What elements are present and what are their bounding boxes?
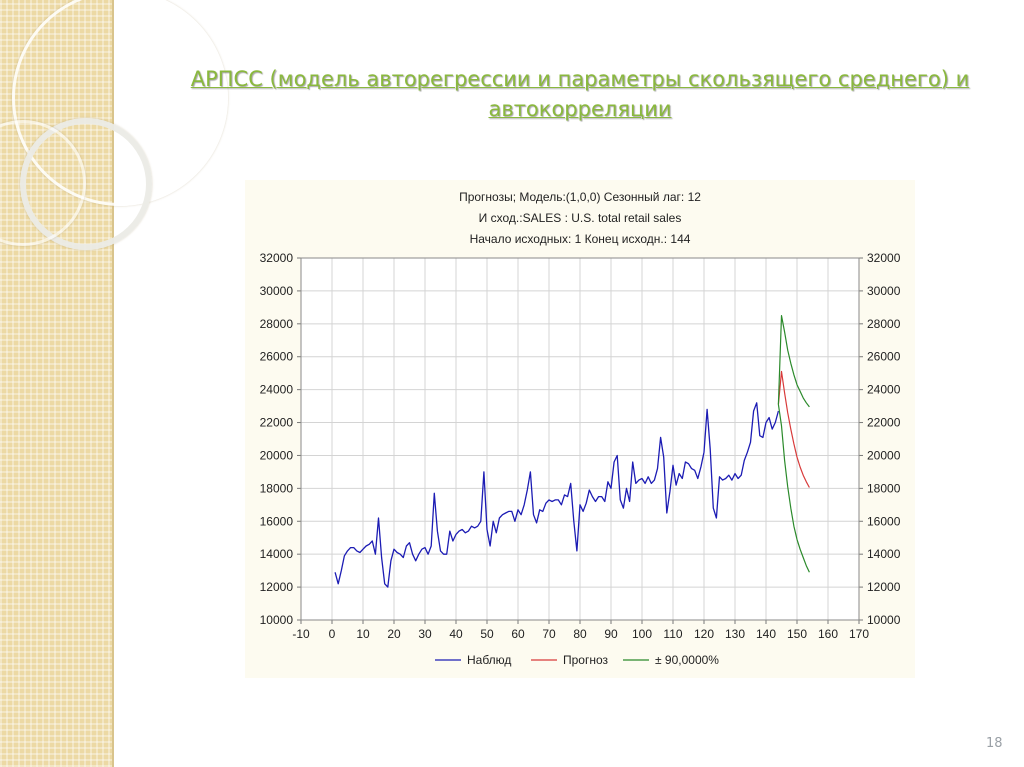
y-tick-label-right: 10000 <box>867 613 901 627</box>
y-tick-label-right: 24000 <box>867 383 901 397</box>
x-tick-label: 70 <box>542 627 556 641</box>
y-tick-label-left: 10000 <box>260 613 294 627</box>
chart-title-line: Начало исходных: 1 Конец исходн.: 144 <box>470 232 691 246</box>
slide-title-line2: автокорреляции <box>488 97 672 121</box>
x-tick-label: 110 <box>663 627 682 641</box>
page-number: 18 <box>986 736 1003 751</box>
chart-panel: Прогнозы; Модель:(1,0,0) Сезонный лаг: 1… <box>245 180 915 678</box>
x-tick-label: 120 <box>694 627 714 641</box>
x-tick-label: 140 <box>756 627 776 641</box>
y-tick-label-right: 26000 <box>867 350 901 364</box>
x-tick-label: 20 <box>387 627 401 641</box>
y-tick-label-right: 12000 <box>867 580 901 594</box>
y-tick-label-right: 18000 <box>867 481 901 495</box>
forecast-chart: Прогнозы; Модель:(1,0,0) Сезонный лаг: 1… <box>260 190 901 667</box>
y-tick-label-left: 26000 <box>260 350 294 364</box>
y-tick-label-left: 12000 <box>260 580 294 594</box>
plot-border <box>300 257 860 621</box>
slide-title-line1: АРПСС (модель авторегрессии и параметры … <box>190 67 970 91</box>
series-line-lower-bound <box>777 404 810 573</box>
x-tick-label: 40 <box>449 627 463 641</box>
y-tick-label-right: 14000 <box>867 547 901 561</box>
y-tick-label-left: 20000 <box>260 448 294 462</box>
y-tick-label-left: 32000 <box>260 251 294 265</box>
x-tick-label: 160 <box>818 627 838 641</box>
x-tick-label: 0 <box>329 627 336 641</box>
x-tick-label: 50 <box>480 627 494 641</box>
y-tick-label-right: 28000 <box>867 317 901 331</box>
legend-label: Прогноз <box>563 653 609 667</box>
y-tick-label-right: 32000 <box>867 251 901 265</box>
legend-label: ± 90,0000% <box>655 653 719 667</box>
x-tick-label: 100 <box>632 627 652 641</box>
y-tick-label-left: 28000 <box>260 317 294 331</box>
x-tick-label: -10 <box>292 627 310 641</box>
y-tick-label-left: 30000 <box>260 284 294 298</box>
y-tick-label-left: 24000 <box>260 383 294 397</box>
x-tick-label: 90 <box>604 627 618 641</box>
y-tick-label-right: 30000 <box>867 284 901 298</box>
x-tick-label: 170 <box>849 627 869 641</box>
x-tick-label: 80 <box>573 627 587 641</box>
y-tick-label-right: 16000 <box>867 514 901 528</box>
x-tick-label: 150 <box>787 627 807 641</box>
x-tick-label: 60 <box>511 627 525 641</box>
x-tick-label: 30 <box>418 627 432 641</box>
y-tick-label-right: 20000 <box>867 448 901 462</box>
chart-title-line: И сход.:SALES : U.S. total retail sales <box>479 211 682 225</box>
y-tick-label-left: 16000 <box>260 514 294 528</box>
series-line-upper-bound <box>777 315 810 408</box>
chart-title-line: Прогнозы; Модель:(1,0,0) Сезонный лаг: 1… <box>459 190 701 204</box>
x-tick-label: 10 <box>356 627 370 641</box>
x-tick-label: 130 <box>725 627 745 641</box>
y-tick-label-left: 18000 <box>260 481 294 495</box>
series-line-forecast <box>777 370 810 488</box>
y-tick-label-left: 14000 <box>260 547 294 561</box>
legend-label: Наблюд <box>467 653 511 667</box>
y-tick-label-left: 22000 <box>260 416 294 430</box>
slide-title: АРПСС (модель авторегрессии и параметры … <box>150 64 1010 124</box>
y-tick-label-right: 22000 <box>867 416 901 430</box>
series-line-observed <box>334 402 780 588</box>
